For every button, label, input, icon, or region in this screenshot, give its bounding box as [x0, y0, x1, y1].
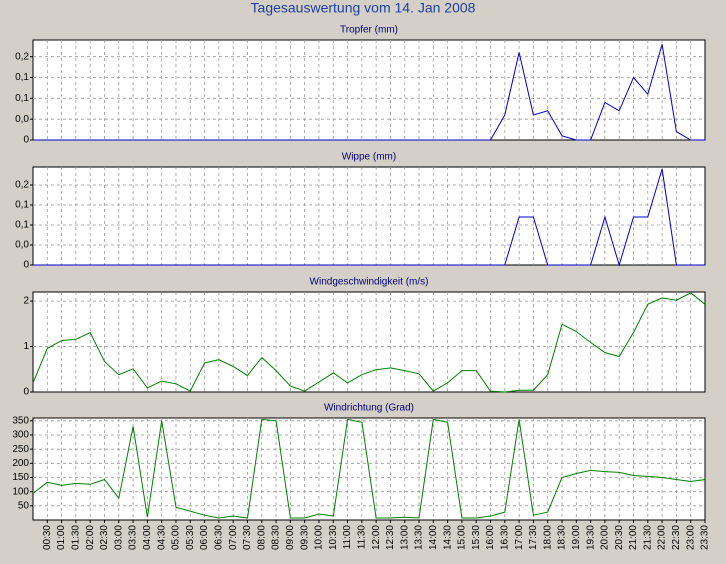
- y-tick-label: 0: [23, 387, 29, 398]
- x-tick-label: 07:30: [242, 525, 253, 550]
- x-tick-label: 07:00: [228, 525, 239, 550]
- x-tick-label: 16:30: [499, 525, 510, 550]
- x-tick-label: 09:00: [285, 525, 296, 550]
- x-tick-label: 00:30: [42, 525, 53, 550]
- x-tick-label: 15:00: [457, 525, 468, 550]
- x-tick-label: 23:00: [685, 525, 696, 550]
- x-tick-label: 11:00: [342, 525, 353, 550]
- y-tick-label: 250: [12, 444, 29, 455]
- y-tick-label: 0,1: [15, 200, 29, 211]
- x-tick-label: 22:00: [657, 525, 668, 550]
- panel-title: Tropfer (mm): [340, 25, 398, 36]
- y-tick-label: 0: [23, 260, 29, 271]
- data-line: [32, 418, 706, 519]
- x-tick-label: 02:30: [99, 525, 110, 550]
- y-tick-label: 0,2: [15, 180, 29, 191]
- x-tick-label: 09:30: [299, 525, 310, 550]
- x-tick-label: 08:00: [256, 525, 267, 550]
- x-tick-label: 06:00: [199, 525, 210, 550]
- y-tick-label: 0,0: [15, 240, 29, 251]
- x-tick-label: 04:30: [156, 525, 167, 550]
- y-tick-label: 0,2: [15, 51, 29, 62]
- x-tick-label: 21:00: [628, 525, 639, 550]
- x-tick-label: 18:00: [542, 525, 553, 550]
- x-tick-label: 20:30: [614, 525, 625, 550]
- x-tick-label: 19:30: [585, 525, 596, 550]
- data-line: [32, 292, 706, 393]
- x-tick-label: 15:30: [471, 525, 482, 550]
- x-tick-label: 04:00: [142, 525, 153, 550]
- y-tick-label: 150: [12, 472, 29, 483]
- y-tick-label: 50: [18, 500, 30, 511]
- x-tick-label: 13:30: [414, 525, 425, 550]
- x-tick-label: 01:30: [71, 525, 82, 550]
- y-tick-label: 350: [12, 415, 29, 426]
- data-line: [33, 44, 705, 141]
- x-tick-label: 23:30: [700, 525, 711, 550]
- x-tick-label: 12:00: [371, 525, 382, 550]
- x-tick-label: 21:30: [642, 525, 653, 550]
- x-tick-label: 20:00: [600, 525, 611, 550]
- plot-area: [32, 291, 706, 393]
- y-tick-label: 0: [23, 135, 29, 146]
- x-tick-label: 22:30: [671, 525, 682, 550]
- x-tick-label: 11:30: [356, 525, 367, 550]
- y-tick-label: 0,1: [15, 220, 29, 231]
- y-tick-label: 1: [23, 341, 29, 352]
- y-tick-label: 0,1: [15, 93, 29, 104]
- x-tick-label: 03:00: [113, 525, 124, 550]
- x-tick-label: 17:30: [528, 525, 539, 550]
- y-tick-label: 0,0: [15, 114, 29, 125]
- x-tick-label: 16:00: [485, 525, 496, 550]
- y-tick-label: 300: [12, 430, 29, 441]
- x-tick-label: 18:30: [557, 525, 568, 550]
- panel-title: Windrichtung (Grad): [324, 403, 414, 414]
- x-tick-label: 02:00: [85, 525, 96, 550]
- x-tick-label: 10:00: [314, 525, 325, 550]
- x-tick-label: 17:00: [514, 525, 525, 550]
- page-title: Tagesauswertung vom 14. Jan 2008: [251, 0, 476, 16]
- plot-area: [32, 166, 706, 266]
- x-tick-label: 19:00: [571, 525, 582, 550]
- y-tick-label: 0,1: [15, 72, 29, 83]
- x-tick-label: 05:30: [185, 525, 196, 550]
- panel-title: Wippe (mm): [342, 152, 396, 163]
- x-tick-label: 13:00: [399, 525, 410, 550]
- x-tick-label: 12:30: [385, 525, 396, 550]
- x-tick-label: 01:00: [56, 525, 67, 550]
- panel-title: Windgeschwindigkeit (m/s): [310, 277, 429, 288]
- x-tick-label: 10:30: [328, 525, 339, 550]
- x-tick-label: 03:30: [128, 525, 139, 550]
- y-tick-label: 100: [12, 486, 29, 497]
- y-tick-label: 2: [23, 296, 29, 307]
- y-tick-label: 200: [12, 458, 29, 469]
- x-tick-label: 08:30: [271, 525, 282, 550]
- x-tick-label: 05:00: [171, 525, 182, 550]
- x-tick-label: 14:30: [442, 525, 453, 550]
- x-tick-label: 14:00: [428, 525, 439, 550]
- x-tick-label: 06:30: [214, 525, 225, 550]
- data-line: [33, 168, 705, 267]
- plot-area: [32, 39, 706, 141]
